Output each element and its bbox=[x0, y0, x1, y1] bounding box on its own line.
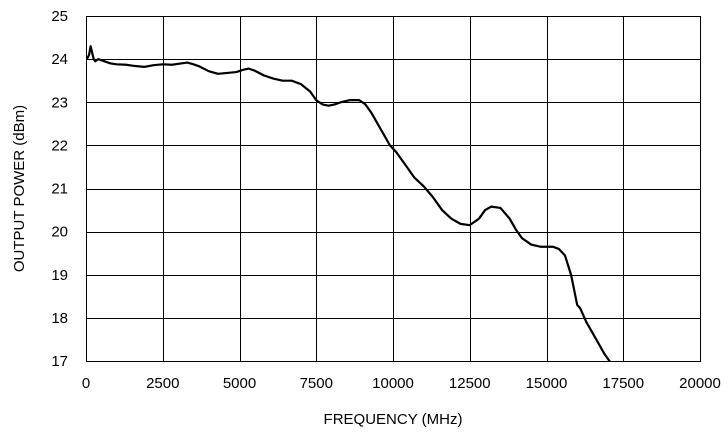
x-tick-label: 20000 bbox=[679, 375, 721, 392]
y-tick-label: 23 bbox=[51, 94, 68, 111]
x-tick-label: 12500 bbox=[449, 375, 491, 392]
y-tick-label: 22 bbox=[51, 137, 68, 154]
x-tick-label: 5000 bbox=[223, 375, 256, 392]
x-tick-labels: 0 2500 5000 7500 10000 12500 15000 17500 20000 bbox=[82, 375, 721, 392]
y-tick-label: 21 bbox=[51, 181, 68, 198]
series-line bbox=[86, 45, 611, 361]
y-axis-title: OUTPUT POWER (dBm) bbox=[11, 105, 28, 272]
x-tick-label: 7500 bbox=[300, 375, 333, 392]
y-tick-label: 17 bbox=[51, 353, 68, 370]
grid-lines bbox=[86, 16, 701, 362]
y-tick-label: 18 bbox=[51, 310, 68, 327]
y-tick-label: 20 bbox=[51, 224, 68, 241]
x-tick-label: 15000 bbox=[526, 375, 568, 392]
y-tick-labels: 17 18 19 20 21 22 23 24 25 bbox=[51, 8, 68, 370]
y-tick-label: 24 bbox=[51, 51, 68, 68]
x-tick-label: 0 bbox=[82, 375, 90, 392]
x-tick-label: 17500 bbox=[602, 375, 644, 392]
x-axis-title: FREQUENCY (MHz) bbox=[324, 411, 463, 428]
x-tick-label: 10000 bbox=[372, 375, 414, 392]
series-layer bbox=[86, 45, 611, 361]
plot-frame bbox=[85, 15, 702, 363]
y-tick-label: 25 bbox=[51, 8, 68, 25]
x-tick-label: 2500 bbox=[146, 375, 179, 392]
y-tick-label: 19 bbox=[51, 267, 68, 284]
